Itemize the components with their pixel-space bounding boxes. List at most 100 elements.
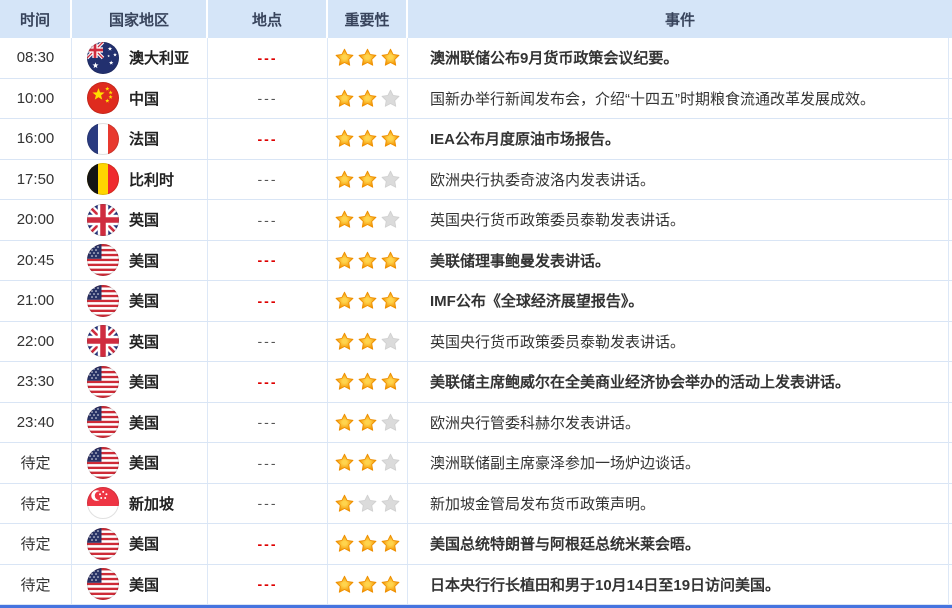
star-filled-icon (381, 129, 400, 148)
importance-cell (328, 564, 408, 604)
location-cell: --- (208, 362, 328, 402)
country-cell: 美国 (72, 564, 208, 604)
country-name: 美国 (129, 374, 160, 392)
table-right-border (948, 38, 949, 605)
table-row[interactable]: 23:30 美国 --- 美联储主席鲍威尔在全美商业经济协会举办的活动上发表讲话。 (0, 362, 952, 403)
table-row[interactable]: 16:00 法国 --- IEA公布月度原油市场报告。 (0, 119, 952, 160)
importance-cell (328, 240, 408, 280)
event-time: 08:30 (0, 38, 72, 78)
event-time: 16:00 (0, 119, 72, 159)
star-filled-icon (335, 48, 354, 67)
location-cell: --- (208, 119, 328, 159)
star-filled-icon (381, 251, 400, 270)
location-cell: --- (208, 200, 328, 240)
table-row[interactable]: 待定 美国 --- 日本央行行长植田和男于10月14日至19日访问美国。 (0, 564, 952, 605)
country-cell: 英国 (72, 200, 208, 240)
event-text: 国新办举行新闻发布会，介绍“十四五”时期粮食流通改革发展成效。 (430, 90, 875, 108)
star-filled-icon (358, 89, 377, 108)
star-filled-icon (335, 210, 354, 229)
flag-icon-uk (87, 203, 119, 236)
country-name: 澳大利亚 (129, 50, 190, 68)
event-text: 美国总统特朗普与阿根廷总统米莱会晤。 (430, 536, 701, 554)
table-row[interactable]: 待定 美国 --- 澳洲联储副主席豪泽参加一场炉边谈话。 (0, 443, 952, 484)
table-row[interactable]: 待定 美国 --- 美国总统特朗普与阿根廷总统米莱会晤。 (0, 524, 952, 565)
flag-icon-uk (87, 325, 119, 358)
importance-cell (328, 402, 408, 442)
table-row[interactable]: 待定 新加坡 --- 新加坡金管局发布货币政策声明。 (0, 483, 952, 524)
location-cell: --- (208, 483, 328, 523)
country-cell: 澳大利亚 (72, 38, 208, 78)
table-row[interactable]: 20:45 美国 --- 美联储理事鲍曼发表讲话。 (0, 240, 952, 281)
bottom-accent-bar (0, 605, 952, 608)
table-row[interactable]: 21:00 美国 --- IMF公布《全球经济展望报告》。 (0, 281, 952, 322)
star-filled-icon (335, 575, 354, 594)
star-empty-icon (381, 494, 400, 513)
flag-icon-singapore (87, 487, 119, 520)
event-time: 23:30 (0, 362, 72, 402)
flag-icon-belgium (87, 163, 119, 196)
table-row[interactable]: 20:00 英国 --- 英国央行货币政策委员泰勒发表讲话。 (0, 200, 952, 241)
star-filled-icon (358, 210, 377, 229)
country-name: 美国 (129, 455, 160, 473)
importance-cell (328, 443, 408, 483)
event-text: 美联储主席鲍威尔在全美商业经济协会举办的活动上发表讲话。 (430, 374, 851, 392)
table-row[interactable]: 17:50 比利时 --- 欧洲央行执委奇波洛内发表讲话。 (0, 159, 952, 200)
importance-cell (328, 321, 408, 361)
column-header-time: 时间 (0, 0, 72, 38)
star-filled-icon (335, 251, 354, 270)
star-filled-icon (358, 575, 377, 594)
country-cell: 法国 (72, 119, 208, 159)
country-cell: 英国 (72, 321, 208, 361)
location-cell: --- (208, 443, 328, 483)
event-time: 21:00 (0, 281, 72, 321)
column-header-importance: 重要性 (328, 0, 408, 38)
importance-cell (328, 78, 408, 118)
star-filled-icon (358, 332, 377, 351)
star-filled-icon (381, 291, 400, 310)
event-time: 17:50 (0, 159, 72, 199)
country-cell: 比利时 (72, 159, 208, 199)
star-filled-icon (335, 413, 354, 432)
importance-cell (328, 200, 408, 240)
event-text: 日本央行行长植田和男于10月14日至19日访问美国。 (430, 576, 781, 594)
location-cell: --- (208, 159, 328, 199)
country-name: 比利时 (129, 171, 175, 189)
event-time: 22:00 (0, 321, 72, 361)
country-name: 美国 (129, 414, 160, 432)
country-name: 美国 (129, 536, 160, 554)
importance-cell (328, 483, 408, 523)
location-cell: --- (208, 321, 328, 361)
flag-icon-usa (87, 568, 119, 601)
country-name: 英国 (129, 333, 160, 351)
event-time: 待定 (0, 564, 72, 604)
star-filled-icon (358, 251, 377, 270)
event-text: 澳洲联储公布9月货币政策会议纪要。 (430, 50, 679, 68)
importance-cell (328, 38, 408, 78)
column-header-country: 国家地区 (72, 0, 208, 38)
star-empty-icon (381, 332, 400, 351)
event-time: 20:45 (0, 240, 72, 280)
event-text: 欧洲央行管委科赫尔发表讲话。 (430, 414, 641, 432)
table-row[interactable]: 22:00 英国 --- 英国央行货币政策委员泰勒发表讲话。 (0, 321, 952, 362)
event-time: 10:00 (0, 78, 72, 118)
flag-icon-usa (87, 244, 119, 277)
table-row[interactable]: 23:40 美国 --- 欧洲央行管委科赫尔发表讲话。 (0, 402, 952, 443)
star-filled-icon (358, 534, 377, 553)
event-text: IMF公布《全球经济展望报告》。 (430, 293, 644, 311)
star-filled-icon (358, 170, 377, 189)
table-row[interactable]: 10:00 中国 --- 国新办举行新闻发布会，介绍“十四五”时期粮食流通改革发展成… (0, 78, 952, 119)
location-cell: --- (208, 38, 328, 78)
flag-icon-australia (87, 41, 119, 74)
star-empty-icon (381, 453, 400, 472)
event-text: 新加坡金管局发布货币政策声明。 (430, 495, 656, 513)
table-row[interactable]: 08:30 澳大利亚 --- 澳洲联储公布9月货币政策会议纪要。 (0, 38, 952, 79)
event-text: 欧洲央行执委奇波洛内发表讲话。 (430, 171, 656, 189)
event-time: 23:40 (0, 402, 72, 442)
star-empty-icon (358, 494, 377, 513)
star-filled-icon (358, 372, 377, 391)
flag-icon-china (87, 82, 119, 115)
location-cell: --- (208, 281, 328, 321)
star-filled-icon (358, 129, 377, 148)
country-cell: 美国 (72, 524, 208, 564)
